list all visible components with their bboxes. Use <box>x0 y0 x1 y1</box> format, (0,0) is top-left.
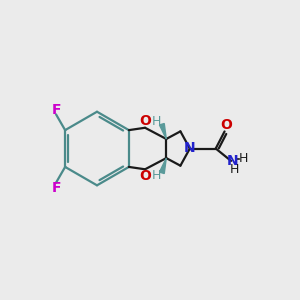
Text: H: H <box>151 115 161 128</box>
Polygon shape <box>160 158 166 173</box>
Text: N: N <box>227 154 238 169</box>
Text: O: O <box>140 169 152 183</box>
Text: H: H <box>239 152 248 165</box>
Polygon shape <box>160 124 166 139</box>
Text: O: O <box>140 114 152 128</box>
Text: F: F <box>52 103 61 116</box>
Text: O: O <box>220 118 232 132</box>
Text: H: H <box>151 169 161 182</box>
Text: N: N <box>184 141 196 155</box>
Text: F: F <box>52 181 61 194</box>
Text: H: H <box>230 163 239 176</box>
